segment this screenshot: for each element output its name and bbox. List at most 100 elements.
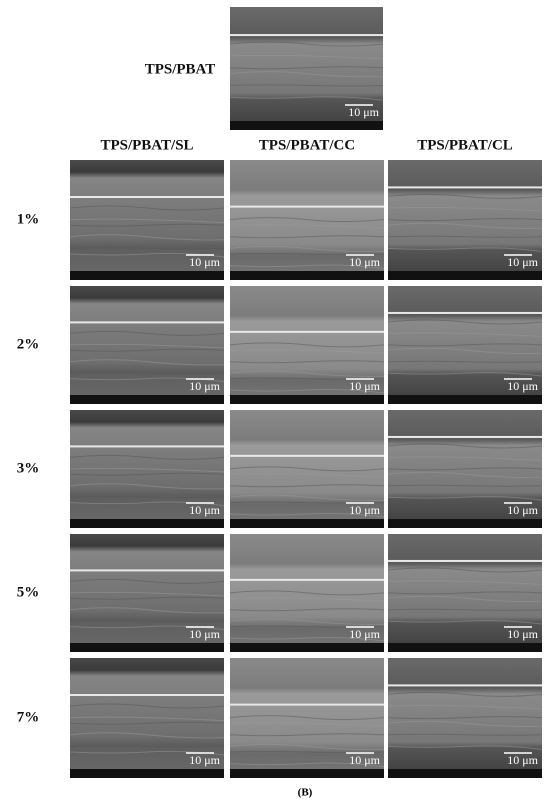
column-header: TPS/PBAT/SL: [100, 137, 193, 153]
info-bar: [230, 121, 383, 130]
texture: [69, 596, 225, 600]
texture: [387, 235, 543, 238]
film-edge: [70, 321, 224, 324]
texture: [69, 205, 225, 211]
scale-bar-label: 10 μm: [349, 379, 380, 393]
row-label: 7%: [17, 709, 40, 725]
film-edge: [230, 34, 383, 37]
scale-bar-label: 10 μm: [507, 753, 538, 767]
texture: [229, 84, 384, 87]
film-edge: [388, 311, 542, 314]
texture: [387, 347, 543, 354]
texture: [229, 388, 385, 394]
sem-image: 10 μm: [69, 160, 225, 280]
info-bar: [388, 643, 542, 652]
info-bar: [388, 519, 542, 528]
texture: [229, 41, 384, 47]
texture: [69, 348, 225, 352]
texture: [387, 620, 543, 625]
texture: [229, 342, 385, 348]
info-bar: [230, 395, 384, 404]
texture: [69, 716, 225, 722]
film-edge: [230, 578, 384, 581]
sem-image: 10 μm: [229, 534, 385, 652]
info-bar: [70, 271, 224, 280]
texture: [387, 716, 543, 720]
texture: [229, 473, 385, 478]
scale-bar-label: 10 μm: [348, 105, 379, 119]
texture: [69, 703, 225, 709]
film-edge: [388, 435, 542, 438]
texture: [69, 745, 225, 748]
scale-bar-label: 10 μm: [507, 379, 538, 393]
texture: [69, 496, 225, 499]
info-bar: [230, 643, 384, 652]
column-header: TPS/PBAT/CL: [417, 137, 513, 153]
caption: (B): [298, 787, 313, 799]
texture: [69, 454, 225, 460]
texture: [387, 218, 543, 222]
texture: [69, 591, 225, 597]
scale-bar-label: 10 μm: [507, 627, 538, 641]
info-bar: [230, 519, 384, 528]
scale-bar-label: 10 μm: [189, 627, 220, 641]
film-edge: [388, 684, 542, 687]
texture: [387, 720, 543, 727]
texture: [387, 608, 543, 611]
texture: [229, 54, 384, 60]
texture: [387, 705, 543, 710]
row-label: 3%: [17, 460, 40, 476]
row-label: 1%: [17, 211, 40, 227]
texture: [387, 332, 543, 337]
texture: [387, 319, 543, 325]
texture: [387, 222, 543, 229]
texture: [229, 636, 385, 642]
texture: [69, 343, 225, 349]
texture: [229, 66, 384, 70]
texture: [69, 607, 225, 614]
texture: [69, 223, 225, 227]
row-label: 5%: [17, 584, 40, 600]
info-bar: [388, 395, 542, 404]
texture: [229, 245, 385, 253]
texture: [229, 762, 385, 768]
sem-image: 10 μm: [69, 286, 225, 404]
texture: [229, 264, 385, 270]
scale-bar-label: 10 μm: [189, 753, 220, 767]
texture: [387, 360, 543, 363]
texture: [229, 360, 385, 364]
info-bar: [388, 271, 542, 280]
texture: [229, 494, 385, 501]
sem-image: 10 μm: [69, 534, 225, 652]
scale-bar-label: 10 μm: [189, 379, 220, 393]
film-edge: [230, 205, 384, 208]
sem-image: 10 μm: [229, 410, 385, 528]
texture: [387, 733, 543, 736]
texture: [229, 224, 385, 229]
texture: [229, 715, 385, 721]
sem-image: 10 μm: [229, 286, 385, 404]
texture: [229, 96, 384, 101]
texture: [229, 349, 385, 354]
texture: [69, 330, 225, 336]
scale-bar-label: 10 μm: [189, 503, 220, 517]
texture: [229, 597, 385, 602]
texture: [69, 483, 225, 490]
texture: [69, 467, 225, 473]
film-edge: [388, 186, 542, 189]
scale-bar-label: 10 μm: [349, 753, 380, 767]
texture: [229, 235, 385, 239]
texture: [387, 691, 543, 697]
texture: [387, 443, 543, 449]
sem-image: 10 μm: [387, 410, 543, 528]
texture: [229, 743, 385, 751]
texture: [69, 578, 225, 584]
film-edge: [70, 196, 224, 198]
info-bar: [230, 769, 384, 778]
scale-bar-label: 10 μm: [349, 503, 380, 517]
sem-image: 10 μm: [229, 160, 385, 280]
texture: [387, 595, 543, 602]
texture: [69, 247, 225, 250]
sem-image: 10 μm: [387, 534, 543, 652]
